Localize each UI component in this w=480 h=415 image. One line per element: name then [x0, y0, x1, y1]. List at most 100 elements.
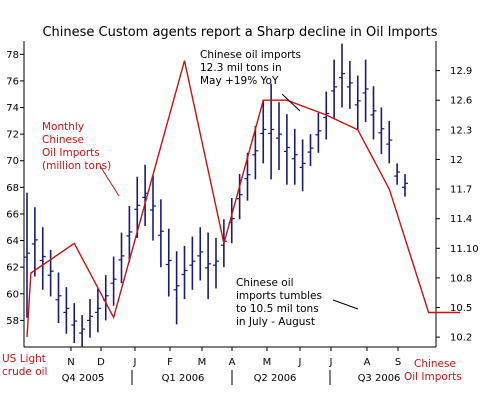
- price-bar: [47, 249, 54, 297]
- annotation-top-line: Chinese oil imports: [200, 49, 301, 61]
- price-bar: [126, 205, 133, 262]
- right-tick-label: 12.3: [450, 125, 472, 136]
- quarter-label: Q2 2006: [254, 373, 297, 384]
- month-label: A: [229, 357, 236, 368]
- price-bar: [165, 228, 172, 297]
- quarter-label: Q3 2006: [358, 373, 401, 384]
- month-label: D: [97, 357, 105, 368]
- left-tick-label: 62: [6, 263, 19, 274]
- price-bar: [378, 107, 385, 155]
- price-bar: [213, 237, 219, 289]
- annotation-monthly-pointer: [99, 165, 120, 197]
- month-label: S: [395, 357, 401, 368]
- annotation-monthly-line: Chinese: [42, 134, 84, 146]
- right-axis-title: Oil Imports: [404, 371, 462, 383]
- price-bar: [31, 207, 38, 277]
- price-bar: [291, 128, 298, 185]
- annotation-monthly-line: Oil Imports: [42, 147, 100, 159]
- price-bar: [299, 139, 306, 192]
- left-tick-label: 72: [6, 130, 19, 141]
- left-tick-label: 66: [6, 209, 19, 220]
- price-bar: [370, 86, 377, 140]
- price-bar: [134, 176, 141, 238]
- left-tick-label: 58: [6, 316, 19, 327]
- right-tick-label: 11.7: [450, 185, 472, 196]
- price-bar: [205, 232, 212, 300]
- price-bar: [252, 126, 259, 180]
- price-bar: [197, 227, 204, 281]
- month-label: M: [198, 357, 207, 368]
- price-bar: [79, 315, 86, 347]
- annotation-top-line: 12.3 mil tons in: [200, 62, 282, 74]
- price-bar: [386, 120, 393, 164]
- price-bar: [189, 236, 196, 290]
- month-label: J: [329, 357, 333, 368]
- right-tick-label: 10.2: [450, 333, 472, 344]
- price-bar: [181, 245, 188, 300]
- price-bar: [71, 303, 78, 344]
- imports-series: [26, 60, 461, 338]
- price-bar: [346, 60, 353, 109]
- left-tick-label: 68: [6, 183, 19, 194]
- price-bar: [260, 99, 267, 164]
- month-label: M: [263, 357, 272, 368]
- price-bar: [394, 163, 401, 185]
- annotation-bottom-line: imports tumbles: [236, 290, 322, 302]
- price-bar: [110, 256, 117, 306]
- price-bar: [307, 134, 314, 167]
- price-bar: [339, 43, 345, 108]
- price-bar: [173, 251, 180, 325]
- annotation-top-pointer: [281, 93, 301, 112]
- left-tick-label: 76: [6, 76, 19, 87]
- month-label: J: [298, 357, 302, 368]
- right-tick-label: 12.6: [450, 96, 472, 107]
- price-bar: [118, 232, 125, 284]
- annotation-bottom-line: to 10.5 mil tons: [236, 303, 319, 315]
- price-bar: [354, 75, 361, 131]
- left-axis-title: crude oil: [2, 366, 47, 378]
- annotation-bottom-line: Chinese oil: [236, 277, 294, 289]
- price-bars: [24, 43, 408, 347]
- price-bar: [39, 227, 46, 290]
- annotation-monthly-line: Monthly: [42, 121, 84, 133]
- quarter-label: Q1 2006: [162, 373, 205, 384]
- annotation-top-line: May +19% YoY: [200, 75, 279, 87]
- chart-title: Chinese Custom agents report a Sharp dec…: [42, 25, 437, 40]
- right-tick-label: 11.4: [450, 214, 472, 225]
- price-bar: [402, 174, 408, 197]
- price-bar: [276, 102, 282, 171]
- price-bar: [362, 59, 369, 123]
- price-bar: [150, 175, 156, 241]
- month-label: J: [133, 357, 137, 368]
- price-bar: [55, 272, 62, 324]
- left-axis: 58 60 62 64 66 68 70 72 74 76 78: [6, 50, 24, 327]
- left-tick-label: 60: [6, 289, 19, 300]
- price-bar: [94, 288, 101, 333]
- right-tick-label: 10.5: [450, 303, 472, 314]
- x-axis-quarters: Q4 2005 Q1 2006 Q2 2006 Q3 2006: [62, 370, 401, 385]
- left-tick-label: 78: [6, 50, 19, 61]
- left-tick-label: 74: [6, 103, 19, 114]
- price-bar: [24, 192, 30, 318]
- price-bar: [331, 59, 338, 119]
- right-axis-title: Chinese: [414, 358, 456, 370]
- quarter-label: Q4 2005: [62, 373, 105, 384]
- annotation-monthly-line: (million tons): [42, 160, 111, 172]
- annotation-bottom-pointer: [332, 299, 359, 310]
- month-label: F: [167, 357, 173, 368]
- right-tick-label: 12.9: [450, 66, 472, 77]
- left-tick-label: 64: [6, 236, 19, 247]
- imports-line: [26, 60, 461, 338]
- right-axis: 10.2 10.5 10.8 11.10 11.4 11.7 12 12.3 12.6 12.9: [436, 66, 479, 344]
- price-bar: [268, 83, 275, 180]
- right-tick-label: 10.8: [450, 273, 472, 284]
- price-bar: [236, 174, 243, 220]
- month-label: A: [364, 357, 371, 368]
- right-tick-label: 11.10: [450, 244, 479, 255]
- price-bar: [315, 112, 322, 153]
- price-bar: [157, 199, 164, 268]
